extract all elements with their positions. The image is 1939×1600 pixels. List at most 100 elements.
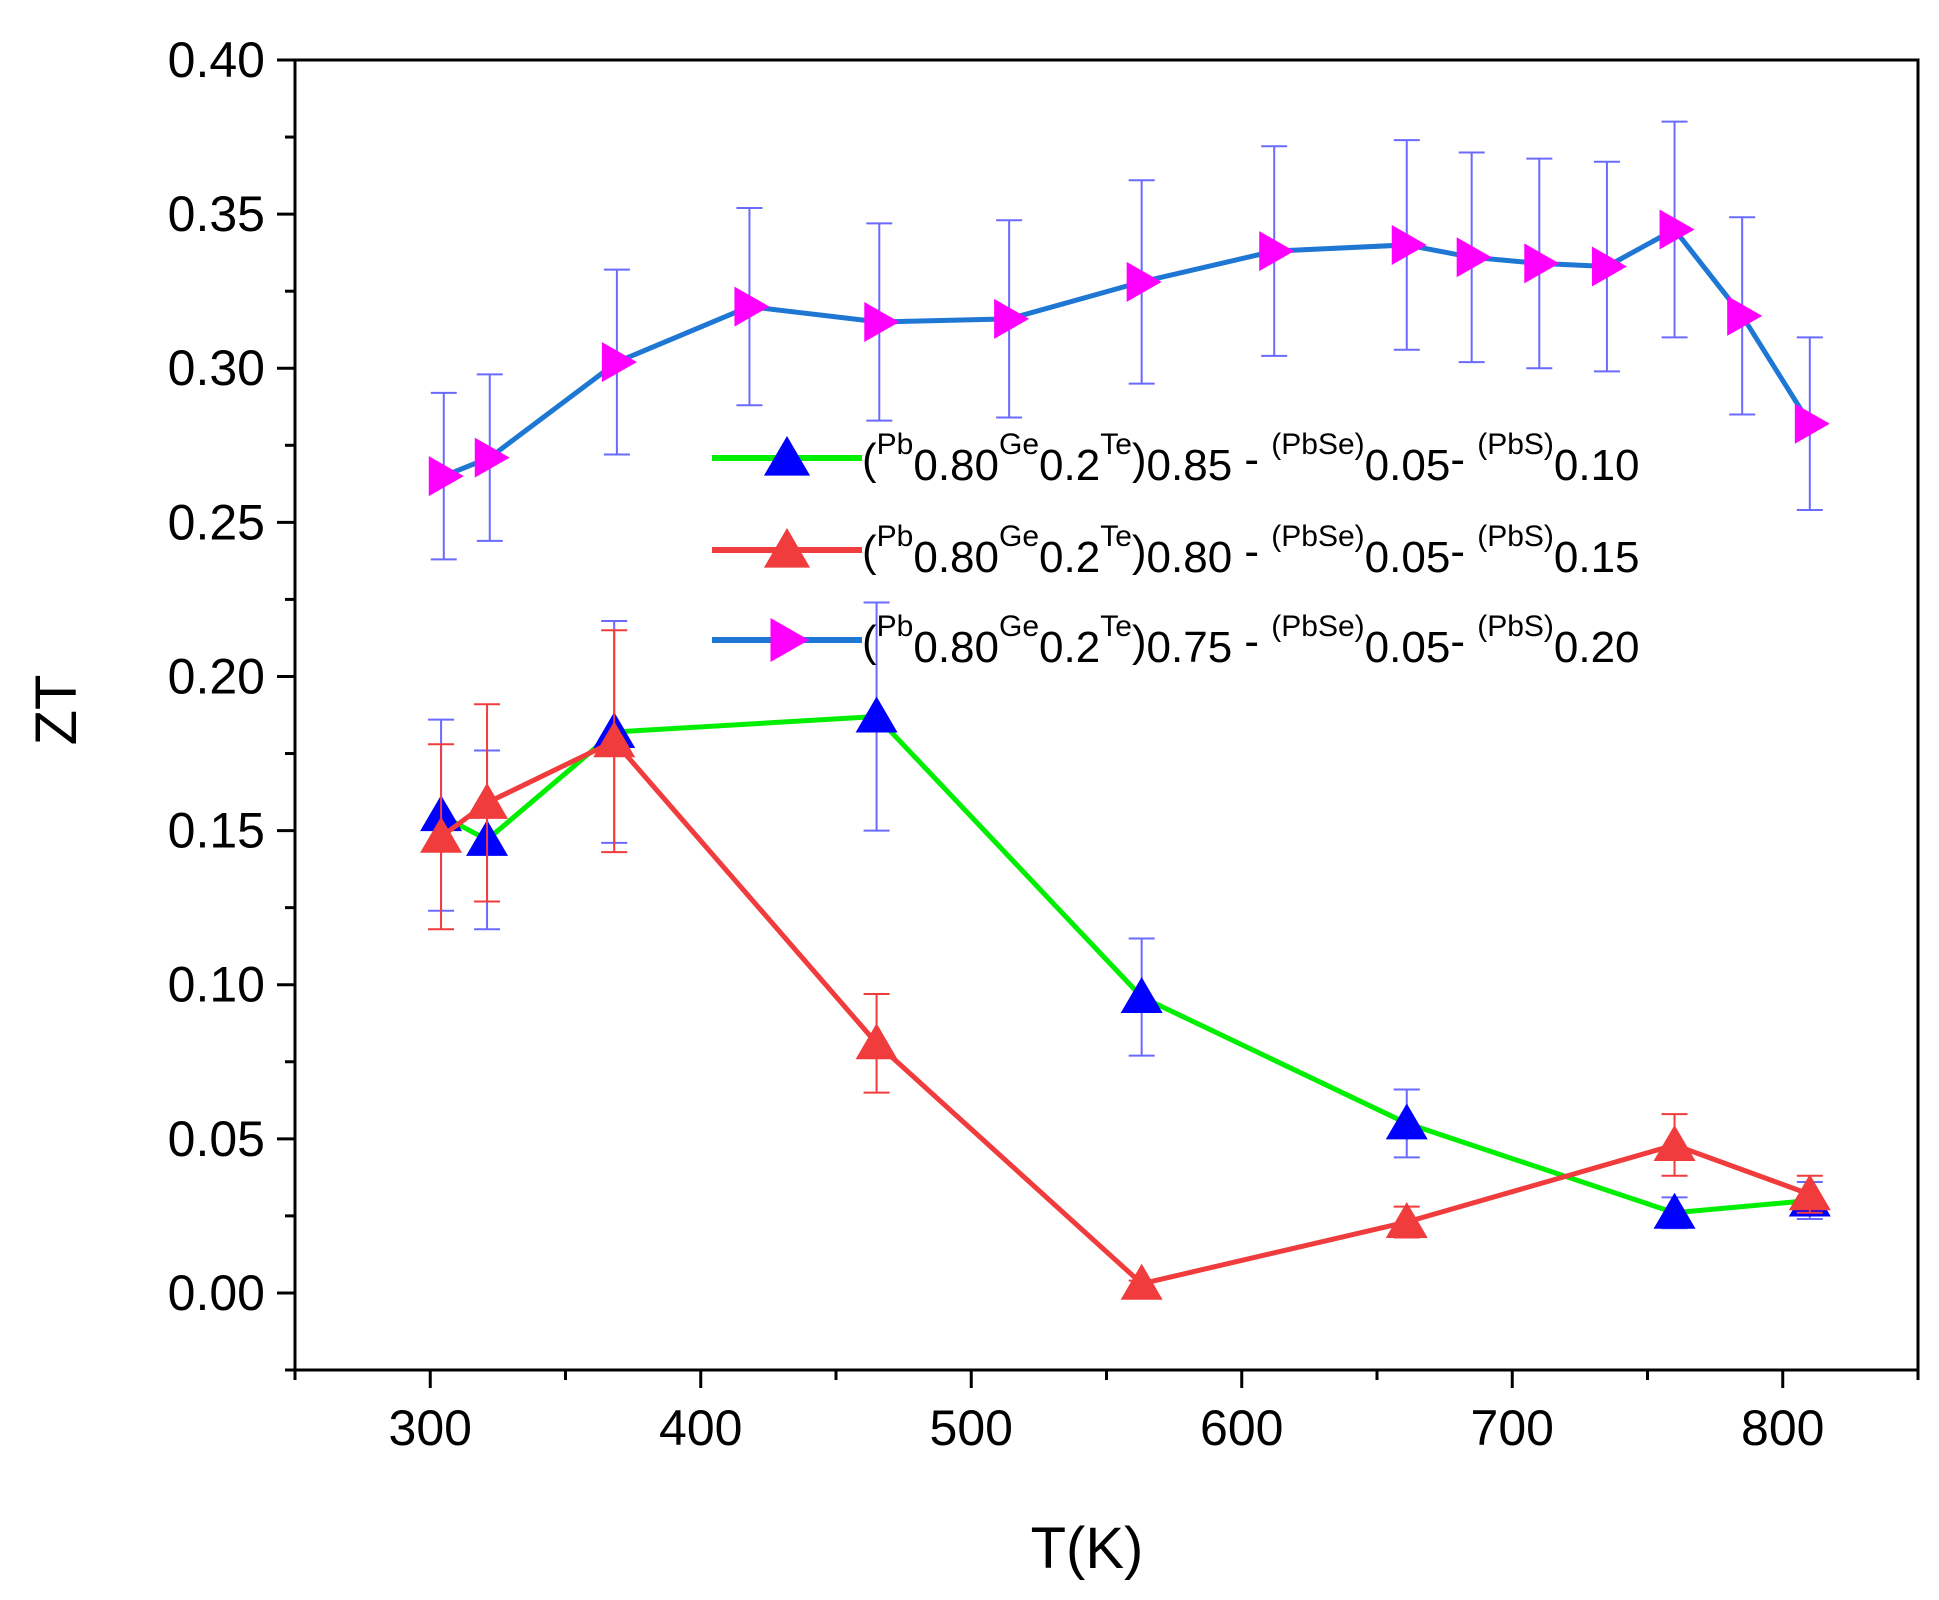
legend-item-1: (Pb0.80Ge0.2Te)0.85 - (PbSe)0.05- (PbS)0… [712, 428, 1640, 490]
legend-label-part: ( [862, 617, 877, 666]
legend-label-part: ( [862, 527, 877, 576]
legend-label-part: (PbS) [1477, 610, 1554, 643]
x-tick-label: 700 [1471, 1400, 1554, 1456]
legend-label-part: - [1450, 617, 1477, 666]
legend-label: (Pb0.80Ge0.2Te)0.85 - (PbSe)0.05- (PbS)0… [862, 428, 1640, 490]
data-point [601, 342, 637, 383]
legend-label-part: Pb [877, 520, 914, 553]
data-point [994, 298, 1030, 339]
series-line [439, 714, 1811, 1216]
legend-label: (Pb0.80Ge0.2Te)0.80 - (PbSe)0.05- (PbS)0… [862, 520, 1640, 582]
legend-label-part: ) [1132, 435, 1147, 484]
data-point [1591, 246, 1627, 287]
legend-label-part: - [1232, 527, 1271, 576]
data-point [1659, 209, 1695, 250]
legend-label-part: 0.05 [1365, 441, 1451, 490]
data-point [734, 286, 770, 327]
legend-label-part: Te [1100, 428, 1132, 461]
data-point [1653, 1124, 1696, 1161]
legend-label-part: 0.2 [1039, 623, 1100, 672]
data-point [1524, 243, 1560, 284]
data-point [593, 721, 636, 758]
legend-label-part: ) [1132, 527, 1147, 576]
data-point [855, 1023, 898, 1060]
legend-label-part: (PbSe) [1271, 520, 1364, 553]
legend-label-part: 0.2 [1039, 441, 1100, 490]
y-tick-label: 0.35 [168, 186, 265, 242]
data-point [1391, 224, 1427, 265]
legend-label-part: Ge [999, 520, 1039, 553]
data-point [1794, 403, 1830, 444]
x-tick-label: 800 [1741, 1400, 1824, 1456]
legend-label-part: Ge [999, 610, 1039, 643]
legend-marker [763, 528, 811, 568]
legend-marker [763, 436, 811, 476]
data-point [428, 456, 464, 497]
x-tick-label: 300 [389, 1400, 472, 1456]
data-point [1120, 1263, 1163, 1300]
x-tick-label: 600 [1200, 1400, 1283, 1456]
data-point [864, 302, 900, 342]
x-tick-label: 400 [659, 1400, 742, 1456]
legend-label-part: (PbS) [1477, 520, 1554, 553]
data-point [1385, 1103, 1428, 1140]
legend-label-part: 0.80 [913, 533, 999, 582]
legend: (Pb0.80Ge0.2Te)0.85 - (PbSe)0.05- (PbS)0… [712, 428, 1640, 672]
legend-label-part: - [1450, 527, 1477, 576]
legend-label-part: 0.15 [1554, 533, 1640, 582]
y-tick-label: 0.25 [168, 494, 265, 550]
legend-label-part: 0.05 [1365, 533, 1451, 582]
legend-label-part: Te [1100, 520, 1132, 553]
data-point [1653, 1192, 1696, 1229]
y-tick-label: 0.05 [168, 1111, 265, 1167]
legend-label-part: 0.20 [1554, 623, 1640, 672]
x-tick-label: 500 [930, 1400, 1013, 1456]
legend-label-part: - [1450, 435, 1477, 484]
y-tick-label: 0.40 [168, 32, 265, 88]
legend-label-part: Ge [999, 428, 1039, 461]
series-line [439, 738, 1811, 1287]
legend-label-part: (PbSe) [1271, 428, 1364, 461]
legend-label-part: 0.10 [1554, 441, 1640, 490]
y-tick-label: 0.15 [168, 803, 265, 859]
y-axis-ticks: 0.00 0.05 0.10 0.15 0.20 0.25 0.30 0.35 0.40 [168, 32, 295, 1372]
legend-label-part: 0.80 [1147, 533, 1233, 582]
data-point [855, 696, 898, 733]
legend-item-3: (Pb0.80Ge0.2Te)0.75 - (PbSe)0.05- (PbS)0… [712, 610, 1640, 672]
data-point [466, 782, 509, 819]
data-point [1120, 977, 1163, 1014]
legend-label-part: ) [1132, 617, 1147, 666]
legend-marker [770, 618, 809, 662]
data-point [420, 816, 463, 853]
x-axis-title: T(K) [1031, 1516, 1144, 1581]
legend-label-part: - [1232, 435, 1271, 484]
data-point [1788, 1174, 1831, 1211]
y-axis-title: ZT [24, 675, 89, 746]
data-point [1456, 237, 1492, 278]
legend-label-part: 0.85 [1147, 441, 1233, 490]
y-tick-label: 0.10 [168, 957, 265, 1013]
legend-label-part: ( [862, 435, 877, 484]
series-1 [420, 601, 1831, 1230]
legend-label-part: - [1232, 617, 1271, 666]
series-3 [428, 120, 1830, 561]
legend-item-2: (Pb0.80Ge0.2Te)0.80 - (PbSe)0.05- (PbS)0… [712, 520, 1640, 582]
y-tick-label: 0.30 [168, 340, 265, 396]
legend-label-part: 0.05 [1365, 623, 1451, 672]
legend-label-part: 0.80 [913, 623, 999, 672]
legend-label-part: Pb [877, 610, 914, 643]
y-tick-label: 0.20 [168, 648, 265, 704]
legend-label-part: (PbSe) [1271, 610, 1364, 643]
legend-label-part: (PbS) [1477, 428, 1554, 461]
series-2 [420, 629, 1831, 1300]
data-point [474, 437, 510, 478]
data-point [1727, 295, 1763, 336]
series-layer [420, 120, 1831, 1300]
legend-label-part: 0.2 [1039, 533, 1100, 582]
legend-label: (Pb0.80Ge0.2Te)0.75 - (PbSe)0.05- (PbS)0… [862, 610, 1640, 672]
legend-label-part: 0.80 [913, 441, 999, 490]
y-tick-label: 0.00 [168, 1265, 265, 1321]
legend-label-part: Te [1100, 610, 1132, 643]
data-point [1259, 231, 1295, 272]
